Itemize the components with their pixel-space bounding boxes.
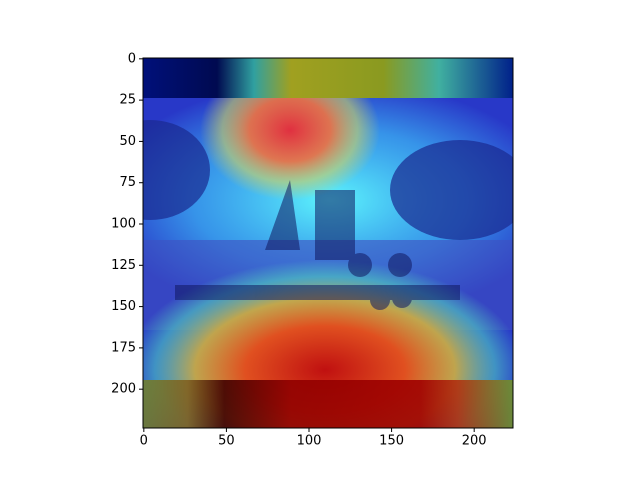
y-tick-label: 50 [119,134,136,149]
x-tick-label: 200 [462,434,487,449]
y-tick-label: 0 [128,51,136,66]
x-tick-label: 100 [297,434,322,449]
x-tick-label: 0 [140,434,148,449]
y-tick-label: 150 [111,299,136,314]
y-tick-label: 125 [111,258,136,273]
x-tick-label: 150 [379,434,404,449]
y-tick-label: 75 [119,175,136,190]
heatmap-image [143,58,513,428]
y-tick-label: 175 [111,340,136,355]
photo-silhouette [175,180,460,310]
axes-frame [142,57,514,429]
y-tick-label: 100 [111,217,136,232]
x-tick-label: 50 [218,434,235,449]
y-tick-label: 200 [111,382,136,397]
y-tick-label: 25 [119,93,136,108]
